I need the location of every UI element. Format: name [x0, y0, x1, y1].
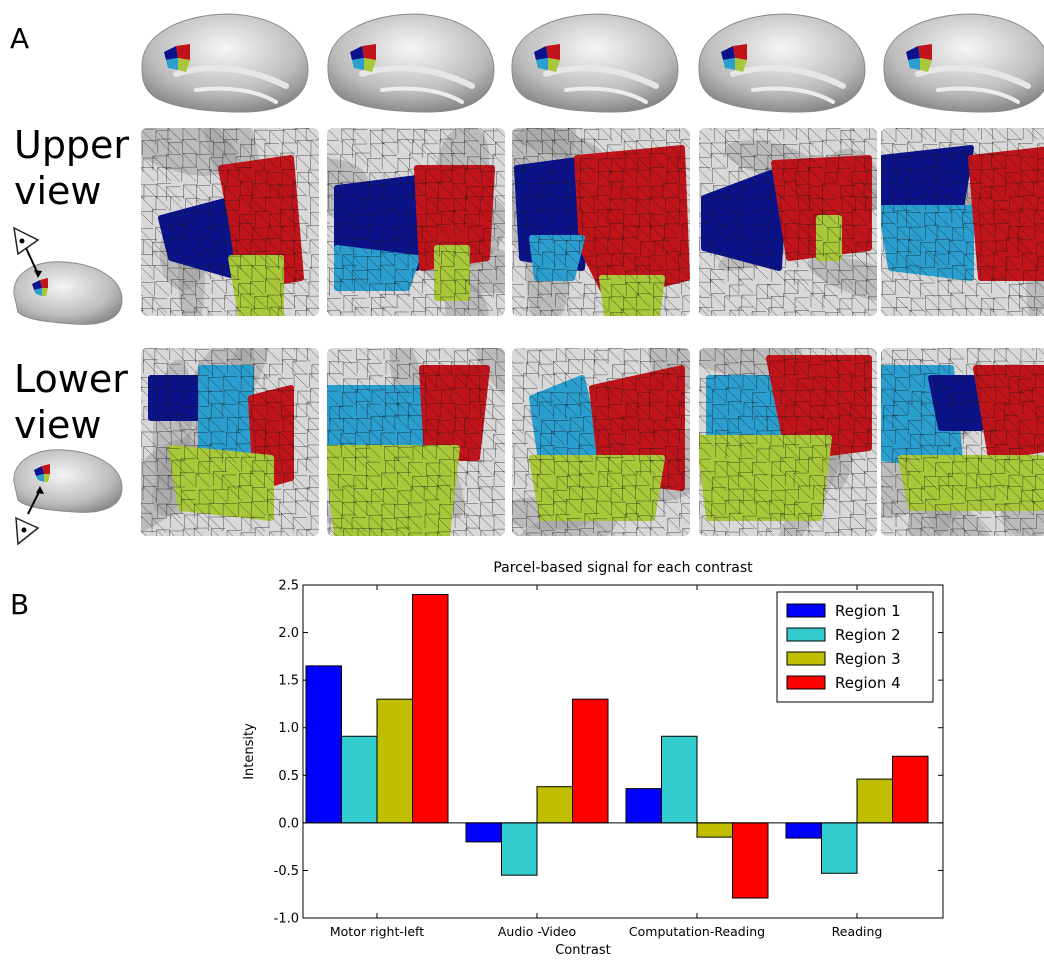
legend-label-3: Region 3: [835, 650, 901, 668]
legend-label-2: Region 2: [835, 626, 901, 644]
mesh-tile-lower-2: [327, 348, 505, 536]
bar-2-series-4: [572, 698, 609, 824]
y-tick-label-8: -1.0: [274, 912, 299, 927]
legend-swatch-1: [786, 603, 826, 618]
y-tick-label-7: -0.5: [274, 864, 299, 879]
bar-2-series-2: [501, 822, 538, 876]
y-tick-label-6: 0.0: [278, 816, 299, 831]
upper-view-eye-brain-icon: [13, 226, 123, 325]
mesh-tile-upper-3: [512, 128, 690, 316]
lower-view-eye-brain-icon: [13, 449, 123, 546]
legend-label-1: Region 1: [835, 602, 901, 620]
bar-2-series-3: [536, 786, 573, 824]
x-tick-label-2: Audio -Video: [498, 924, 576, 939]
y-axis-label: Intensity: [242, 723, 257, 780]
y-tick-label-5: 0.5: [278, 769, 299, 784]
bar-4-series-2: [821, 822, 858, 874]
bar-1-series-1: [305, 665, 342, 824]
mesh-tile-upper-1: [141, 128, 319, 316]
lower-view-label-line1: Lower: [14, 357, 128, 401]
bar-2-series-1: [465, 822, 502, 843]
bar-4-series-3: [856, 778, 893, 824]
lower-view-label: Lower view: [14, 356, 128, 448]
legend-swatch-4: [786, 675, 826, 690]
top-brain-icon-4: [698, 13, 866, 113]
mesh-tile-lower-1: [141, 348, 319, 536]
bar-4-series-1: [785, 822, 822, 839]
y-tick-label-3: 1.5: [278, 674, 299, 689]
bar-3-series-2: [661, 735, 698, 824]
mesh-tile-upper-2: [327, 128, 505, 316]
bar-chart-svg: Parcel-based signal for each contrast Mot…: [242, 560, 944, 958]
bar-1-series-2: [341, 735, 378, 824]
panel-b-label: B: [10, 588, 30, 621]
y-tick-label-1: 2.5: [278, 579, 299, 594]
bar-3-series-4: [732, 822, 769, 899]
chart-title: Parcel-based signal for each contrast: [493, 560, 753, 576]
top-brain-icon-3: [511, 13, 679, 113]
upper-view-label-line1: Upper: [14, 123, 130, 167]
top-brain-icon-5: [883, 13, 1044, 113]
mesh-tile-upper-5: [881, 128, 1044, 316]
lower-view-label-line2: view: [14, 403, 102, 447]
y-tick-label-4: 1.0: [278, 721, 299, 736]
bar-1-series-4: [412, 594, 449, 824]
legend-swatch-2: [786, 627, 826, 642]
bar-chart: Parcel-based signal for each contrast Mot…: [220, 555, 1000, 963]
legend-label-4: Region 4: [835, 674, 901, 692]
upper-view-label-line2: view: [14, 169, 102, 213]
bar-1-series-3: [376, 698, 413, 824]
bar-3-series-3: [696, 822, 733, 838]
y-tick-label-2: 2.0: [278, 626, 299, 641]
x-axis-label: Contrast: [555, 943, 611, 958]
x-tick-label-4: Reading: [832, 924, 883, 939]
mesh-tile-lower-4: [699, 348, 877, 536]
bar-3-series-1: [625, 788, 662, 824]
x-tick-label-1: Motor right-left: [330, 924, 424, 939]
top-brain-icon-1: [141, 13, 309, 113]
bar-4-series-4: [892, 755, 929, 824]
plot-frame: [302, 584, 944, 919]
panel-a-label: A: [10, 22, 30, 55]
x-tick-label-3: Computation-Reading: [629, 924, 765, 939]
mesh-tile-lower-3: [512, 348, 690, 536]
mesh-tile-lower-5: [881, 348, 1044, 536]
upper-view-label: Upper view: [14, 122, 129, 214]
legend-swatch-3: [786, 651, 826, 666]
mesh-tile-upper-4: [699, 128, 877, 316]
top-brain-icon-2: [327, 13, 495, 113]
